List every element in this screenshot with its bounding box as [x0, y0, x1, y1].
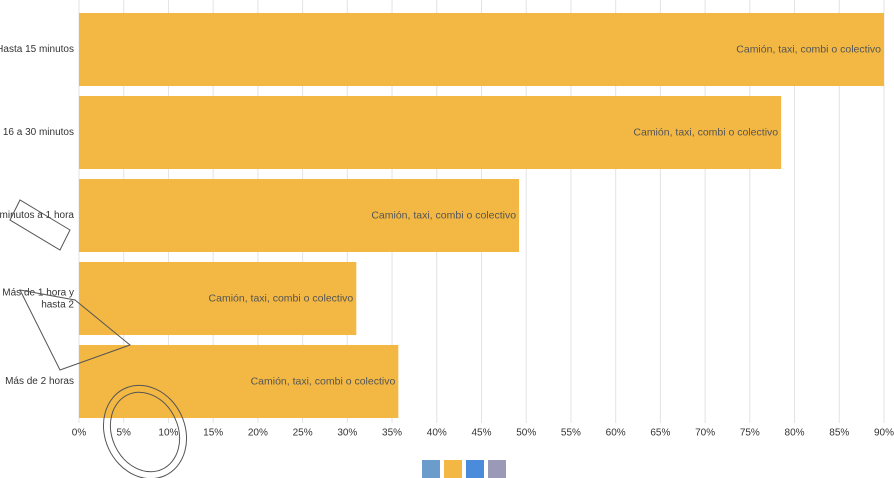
x-tick-label: 80% [785, 428, 805, 439]
y-tick-label: 31 minutos a 1 hora [0, 210, 74, 221]
bar-label: Camión, taxi, combi o colectivo [251, 375, 396, 387]
y-tick-label: Más de 1 hora y hasta 2 [2, 287, 74, 310]
bar-label: Camión, taxi, combi o colectivo [736, 43, 881, 55]
x-tick-label: 0% [72, 428, 87, 439]
legend-swatch [444, 460, 462, 478]
legend-swatch [422, 460, 440, 478]
x-tick-label: 15% [203, 428, 223, 439]
y-tick-label: Más de 2 horas [5, 376, 74, 387]
x-tick-label: 50% [516, 428, 536, 439]
legend-swatch [488, 460, 506, 478]
x-tick-label: 75% [740, 428, 760, 439]
bar [79, 261, 357, 336]
x-tick-label: 25% [293, 428, 313, 439]
bar-label: Camión, taxi, combi o colectivo [633, 126, 778, 138]
x-tick-label: 20% [248, 428, 268, 439]
bar-label: Camión, taxi, combi o colectivo [209, 292, 354, 304]
legend-swatch [466, 460, 484, 478]
x-tick-label: 5% [116, 428, 131, 439]
x-tick-label: 40% [427, 428, 447, 439]
bar [79, 344, 399, 419]
y-tick-label: 16 a 30 minutos [3, 127, 74, 138]
x-tick-label: 45% [471, 428, 491, 439]
bar [79, 178, 520, 253]
x-tick-label: 90% [874, 428, 894, 439]
x-tick-label: 70% [695, 428, 715, 439]
bar-label: Camión, taxi, combi o colectivo [371, 209, 516, 221]
y-tick-label: Hasta 15 minutos [0, 44, 74, 55]
bar [79, 12, 884, 87]
annotation-scribble [9, 199, 188, 478]
x-tick-label: 35% [382, 428, 402, 439]
x-tick-label: 30% [337, 428, 357, 439]
x-tick-label: 65% [650, 428, 670, 439]
x-tick-label: 10% [158, 428, 178, 439]
x-tick-label: 60% [606, 428, 626, 439]
x-tick-label: 85% [829, 428, 849, 439]
x-tick-label: 55% [561, 428, 581, 439]
bar [79, 95, 782, 170]
